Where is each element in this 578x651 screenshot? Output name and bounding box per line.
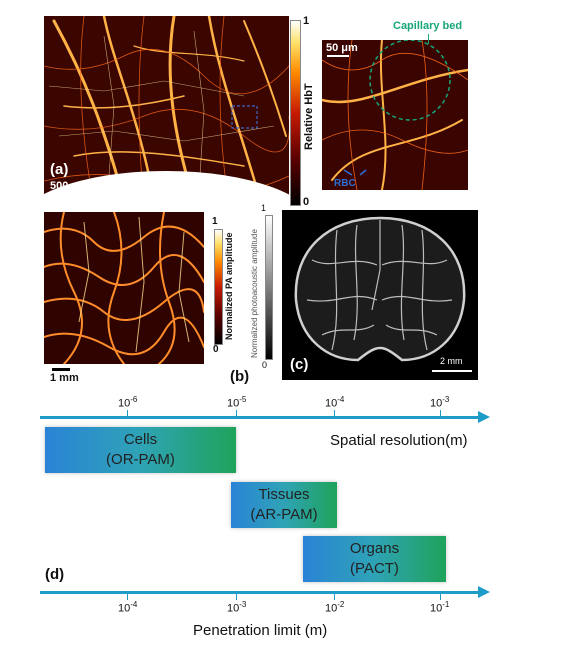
panel-b-colorbar-max: 1 (212, 216, 218, 227)
box-tissues-subtitle: (AR-PAM) (250, 506, 318, 523)
box-organs-title: Organs (349, 540, 400, 557)
box-tissues-title: Tissues (258, 486, 310, 503)
panel-b-colorbar-min: 0 (213, 344, 219, 355)
bottom-tick-4 (440, 593, 441, 600)
panel-c-colorbar (265, 215, 273, 360)
bottom-axis-arrow (478, 586, 490, 598)
panel-c-scalebar-label: 2 mm (440, 356, 463, 366)
bottom-tick-2 (236, 593, 237, 600)
vessel-network-a (44, 16, 289, 206)
box-cells-subtitle: (OR-PAM) (106, 451, 175, 468)
top-tick-2 (236, 410, 237, 417)
top-tick-label-4: 10-3 (430, 395, 450, 410)
panel-a-scalebar (52, 194, 78, 196)
bottom-tick-label-3: 10-2 (325, 600, 345, 615)
panel-d-label: (d) (45, 566, 65, 583)
panel-c-colorbar-max: 1 (261, 203, 267, 213)
vessel-network-b (44, 212, 204, 364)
top-tick-3 (334, 410, 335, 417)
panel-b-label: (b) (230, 368, 250, 385)
bottom-axis-label: Penetration limit (m) (193, 622, 328, 639)
bottom-tick-1 (127, 593, 128, 600)
box-organs-subtitle: (PACT) (350, 560, 399, 577)
panel-b-scalebar (52, 368, 70, 371)
panel-c-colorbar-min: 0 (262, 360, 268, 370)
vessel-network-inset (322, 40, 468, 190)
bottom-tick-3 (334, 593, 335, 600)
panel-a-label: (a) (50, 161, 69, 178)
panel-c-image: (c) 2 mm (282, 210, 478, 380)
panel-a-scalebar-label: 500 μm (50, 180, 88, 192)
top-tick-1 (127, 410, 128, 417)
top-tick-label-3: 10-4 (325, 395, 345, 410)
box-cells: Cells (OR-PAM) (45, 427, 236, 473)
top-axis-line (40, 416, 480, 419)
panel-a-colorbar-min: 0 (303, 196, 310, 208)
bottom-tick-label-1: 10-4 (118, 600, 138, 615)
panel-a-colorbar (290, 20, 301, 206)
brain-vasculature-c (282, 210, 478, 380)
panel-a-colorbar-max: 1 (303, 15, 310, 27)
box-cells-title: Cells (123, 431, 158, 448)
bottom-axis-line (40, 591, 480, 594)
panel-b-colorbar-title: Normalized PA amplitude (224, 232, 234, 340)
top-axis-label: Spatial resolution(m) (330, 432, 468, 449)
panel-b-colorbar (214, 229, 223, 345)
top-tick-label-2: 10-5 (227, 395, 247, 410)
capillary-bed-annotation: Capillary bed (393, 20, 463, 32)
top-axis-arrow (478, 411, 490, 423)
panel-b-scalebar-label: 1 mm (50, 372, 79, 384)
panel-c-colorbar-title: Normalized photoacoustic amplitude (250, 229, 259, 358)
panel-a-colorbar-title: Relative HbT (303, 83, 315, 150)
panel-c-label: (c) (290, 356, 309, 373)
top-tick-4 (440, 410, 441, 417)
panel-a-inset-image: 50 μm RBC (322, 40, 468, 190)
inset-scalebar (327, 55, 349, 57)
inset-rbc-label: RBC (334, 178, 356, 189)
capillary-bed-pointer (428, 34, 429, 44)
bottom-tick-label-4: 10-1 (430, 600, 450, 615)
bottom-tick-label-2: 10-3 (227, 600, 247, 615)
box-tissues: Tissues (AR-PAM) (231, 482, 337, 528)
top-tick-label-1: 10-6 (118, 395, 138, 410)
box-organs: Organs (PACT) (303, 536, 446, 582)
inset-scalebar-label: 50 μm (326, 42, 358, 54)
panel-b-image (44, 212, 204, 364)
panel-a-image: (a) 500 μm (44, 16, 289, 206)
